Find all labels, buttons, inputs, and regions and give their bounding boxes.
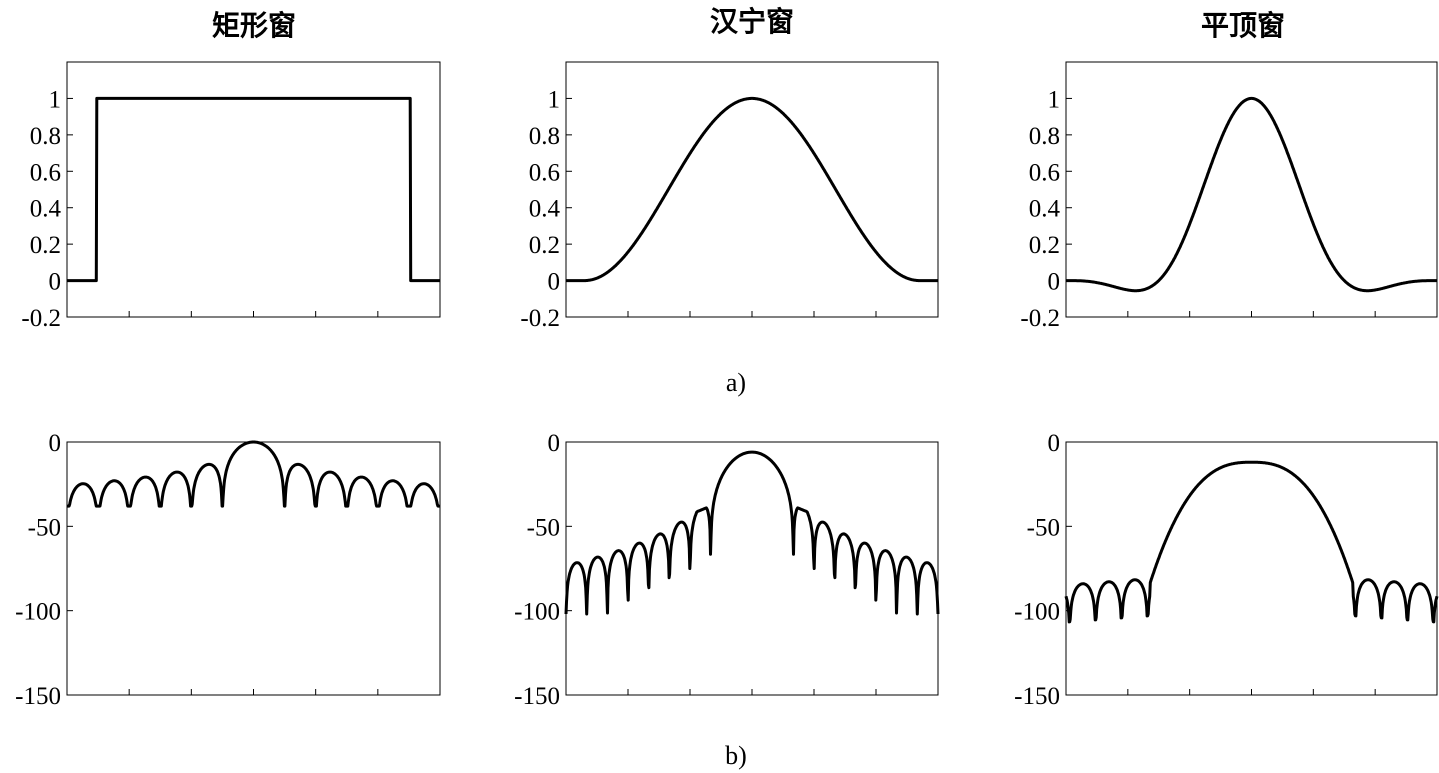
series-line bbox=[1064, 460, 1439, 624]
y-tick-label: 0.6 bbox=[529, 159, 560, 186]
y-tick-label: 0 bbox=[548, 430, 561, 457]
y-tick-label: 0 bbox=[1048, 430, 1061, 457]
series-line bbox=[66, 440, 441, 508]
y-tick-label: 0.8 bbox=[1029, 123, 1060, 150]
caption-a: a) bbox=[725, 368, 747, 397]
y-tick-label: 0.6 bbox=[30, 159, 61, 186]
y-tick-label: 0.8 bbox=[30, 123, 61, 150]
caption-b: b) bbox=[725, 741, 747, 770]
plot-frame bbox=[565, 441, 939, 696]
y-tick-label: 0.4 bbox=[1029, 196, 1061, 223]
y-tick-label: 0.2 bbox=[30, 232, 61, 259]
y-tick-label: 0.4 bbox=[30, 196, 62, 223]
plot-frame bbox=[1065, 61, 1438, 318]
y-tick-label: -100 bbox=[1014, 599, 1060, 626]
y-tick-label: -50 bbox=[1027, 514, 1060, 541]
y-tick-label: 0 bbox=[548, 269, 561, 296]
y-tick-label: 0.4 bbox=[529, 196, 561, 223]
y-tick-label: 0 bbox=[1048, 269, 1061, 296]
plot-frame bbox=[66, 61, 441, 318]
y-tick-label: -150 bbox=[15, 683, 61, 710]
series-line bbox=[565, 96, 939, 283]
y-tick-label: 0.2 bbox=[529, 232, 560, 259]
y-tick-label: -0.2 bbox=[1020, 305, 1060, 332]
y-tick-label: -50 bbox=[28, 514, 61, 541]
y-tick-label: 0.2 bbox=[1029, 232, 1060, 259]
y-tick-label: -50 bbox=[527, 514, 560, 541]
y-tick-label: 0 bbox=[49, 430, 62, 457]
series-line bbox=[1065, 96, 1438, 293]
plot-frame bbox=[1065, 441, 1438, 696]
y-tick-label: -0.2 bbox=[21, 305, 61, 332]
series-line bbox=[564, 450, 940, 616]
title-rectangular-window: 矩形窗 bbox=[211, 9, 296, 42]
series-line bbox=[66, 96, 441, 283]
title-flattop-window: 平顶窗 bbox=[1200, 9, 1285, 42]
y-tick-label: -0.2 bbox=[520, 305, 560, 332]
y-tick-label: -150 bbox=[514, 683, 560, 710]
plot-frame bbox=[66, 441, 441, 696]
y-tick-label: 1 bbox=[548, 86, 561, 113]
y-tick-label: -150 bbox=[1014, 683, 1060, 710]
y-tick-label: 1 bbox=[49, 86, 62, 113]
y-tick-label: 0.6 bbox=[1029, 159, 1060, 186]
y-tick-label: 0.8 bbox=[529, 123, 560, 150]
y-tick-label: 0 bbox=[49, 269, 62, 296]
y-tick-label: -100 bbox=[514, 599, 560, 626]
y-tick-label: 1 bbox=[1048, 86, 1061, 113]
plot-frame bbox=[565, 61, 939, 318]
title-hanning-window: 汉宁窗 bbox=[709, 5, 794, 38]
y-tick-label: -100 bbox=[15, 599, 61, 626]
